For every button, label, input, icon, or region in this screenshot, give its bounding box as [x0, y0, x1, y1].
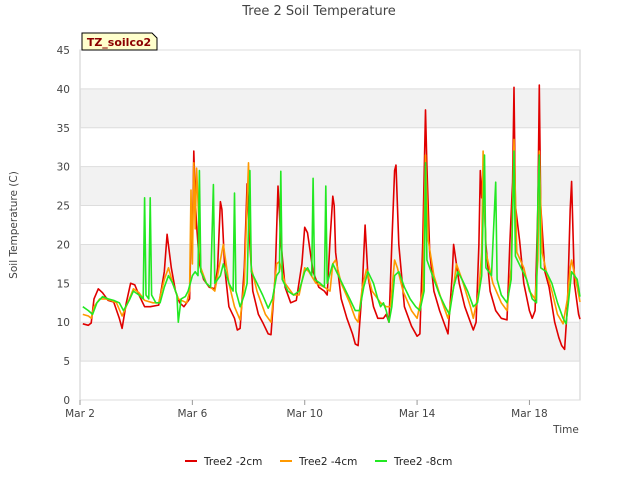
y-tick-label: 0	[63, 395, 70, 407]
y-tick-label: 5	[63, 356, 70, 368]
y-axis-ticks: 0 5 10 15 20 25 30 35 40 45	[57, 45, 70, 407]
x-axis-label: Time	[552, 424, 579, 436]
y-tick-label: 45	[57, 45, 70, 57]
y-tick-label: 40	[57, 84, 70, 96]
x-axis-ticks: Mar 2 Mar 6 Mar 10 Mar 14 Mar 18	[65, 400, 548, 420]
series-badge: TZ_soilco2	[81, 32, 158, 51]
plot-band	[80, 166, 580, 206]
x-tick-label: Mar 14	[399, 408, 436, 420]
y-axis-label: Soil Temperature (C)	[8, 171, 20, 279]
badge-box	[81, 32, 158, 51]
y-tick-label: 25	[57, 201, 70, 213]
x-tick-label: Mar 18	[511, 408, 548, 420]
legend-label: Tree2 -4cm	[298, 456, 357, 468]
y-tick-label: 15	[57, 278, 70, 290]
legend-item-2: Tree2 -4cm	[280, 456, 357, 468]
legend-item-1: Tree2 -2cm	[185, 456, 262, 468]
legend-label: Tree2 -2cm	[203, 456, 262, 468]
y-tick-label: 30	[57, 162, 70, 174]
series-lines	[82, 84, 581, 351]
x-tick-label: Mar 2	[65, 408, 95, 420]
y-tick-label: 10	[57, 317, 70, 329]
gridlines	[80, 49, 580, 401]
chart-title: Tree 2 Soil Temperature	[241, 4, 396, 19]
y-tick-label: 35	[57, 123, 70, 135]
badge-label: TZ_soilco2	[87, 36, 151, 49]
legend: Tree2 -2cm Tree2 -4cm Tree2 -8cm	[185, 456, 452, 468]
series-line-3	[82, 150, 581, 325]
legend-item-3: Tree2 -8cm	[375, 456, 452, 468]
x-tick-label: Mar 6	[177, 408, 207, 420]
x-tick-label: Mar 10	[286, 408, 323, 420]
plot-band	[80, 88, 580, 128]
legend-label: Tree2 -8cm	[393, 456, 452, 468]
plot-bands	[80, 88, 580, 362]
y-tick-label: 20	[57, 239, 70, 251]
plot-band	[80, 322, 580, 362]
